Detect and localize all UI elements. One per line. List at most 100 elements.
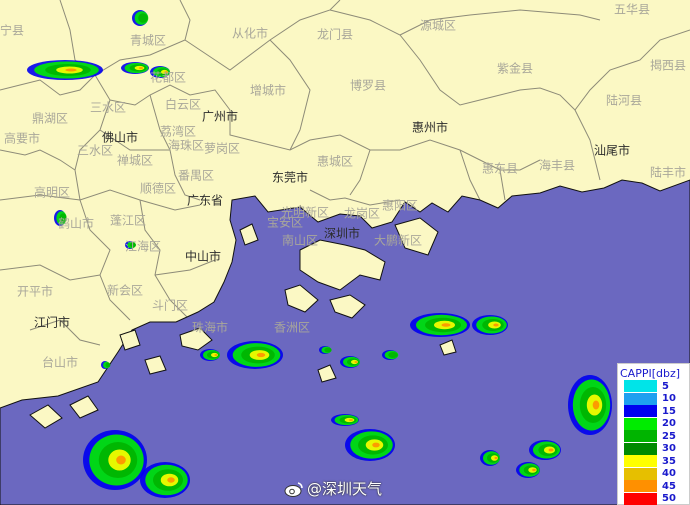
place-label: 源城区 <box>419 18 457 33</box>
echo-blob <box>164 71 168 73</box>
legend-title: CAPPI[dbz] <box>620 367 681 380</box>
legend-value: 50 <box>662 493 676 505</box>
legend-item: 10 <box>618 392 689 406</box>
legend-item: 15 <box>618 405 689 418</box>
echo-blob <box>372 442 380 448</box>
place-label: 宝安区 <box>266 215 304 230</box>
place-label: 从化市 <box>231 26 269 41</box>
echo-blob <box>65 68 77 72</box>
place-label: 珠海市 <box>191 320 229 335</box>
place-label: 花都区 <box>149 70 187 85</box>
place-label: 惠州市 <box>411 120 449 135</box>
dbz-legend: CAPPI[dbz] 5 10 15 20 25 30 35 40 45 50 <box>617 363 690 505</box>
echo-blob <box>354 361 358 363</box>
place-label: 三水区 <box>89 100 127 115</box>
place-label: 博罗县 <box>349 78 387 93</box>
place-label: 萝岗区 <box>203 141 241 156</box>
echo-blob <box>532 468 536 472</box>
place-label: 白云区 <box>164 97 202 112</box>
place-label: 开平市 <box>16 284 54 299</box>
echo-blob <box>494 456 498 460</box>
legend-swatch <box>624 380 657 393</box>
place-label: 青城区 <box>129 33 167 48</box>
echo-blob <box>324 347 332 353</box>
echo-blob <box>441 323 451 327</box>
legend-swatch <box>624 480 657 493</box>
legend-item: 5 <box>618 380 689 393</box>
place-label: 荔湾区 <box>159 124 197 139</box>
place-label: 惠东县 <box>481 161 519 176</box>
echo-blob <box>105 362 111 368</box>
place-label: 龙岗区 <box>343 206 381 221</box>
echo-blob <box>548 448 554 452</box>
place-label: 汕尾市 <box>593 143 631 158</box>
islands <box>29 217 457 429</box>
echo-blob <box>214 354 218 356</box>
place-label: 番禺区 <box>177 168 215 183</box>
echo-blob <box>592 400 600 410</box>
legend-item: 25 <box>618 430 689 443</box>
legend-swatch <box>624 467 657 480</box>
place-label: 惠城区 <box>316 154 354 169</box>
place-label: 龙门县 <box>316 27 354 42</box>
watermark-text: @深圳天气 <box>307 480 383 498</box>
place-label: 海丰县 <box>538 158 576 173</box>
place-label: 南山区 <box>281 233 319 248</box>
place-label: 三水区 <box>76 143 114 158</box>
legend-value: 45 <box>662 480 676 492</box>
legend-value: 5 <box>662 380 669 392</box>
place-label: 光明新区 <box>280 205 330 220</box>
place-label: 陆河县 <box>605 93 643 108</box>
place-label: 五华县 <box>613 2 651 17</box>
place-label: 宁县 <box>0 23 25 38</box>
place-label: 鹤山市 <box>57 216 95 231</box>
place-label: 深圳市 <box>323 226 361 241</box>
legend-swatch <box>624 455 657 468</box>
legend-swatch <box>624 417 657 430</box>
legend-item: 40 <box>618 467 689 481</box>
echo-blob <box>493 323 499 327</box>
legend-value: 40 <box>662 468 676 480</box>
place-label: 揭西县 <box>649 58 687 73</box>
place-label: 江海区 <box>124 239 162 254</box>
legend-swatch <box>624 442 657 455</box>
legend-swatch <box>624 492 657 505</box>
legend-value: 25 <box>662 430 676 442</box>
place-label: 高明区 <box>33 185 71 200</box>
place-label: 东莞市 <box>271 170 309 185</box>
place-label: 香洲区 <box>273 320 311 335</box>
place-label: 惠阳区 <box>381 198 419 213</box>
echo-blob <box>348 419 354 421</box>
echo-blob <box>256 352 266 358</box>
place-label: 新会区 <box>106 283 144 298</box>
place-label: 斗门区 <box>151 298 189 313</box>
legend-swatch <box>624 392 657 405</box>
echo-blob <box>388 352 398 358</box>
place-label: 大鹏新区 <box>373 233 423 248</box>
place-label: 紫金县 <box>496 61 534 76</box>
echo-blob <box>138 67 144 69</box>
legend-swatch <box>624 405 657 418</box>
legend-item: 45 <box>618 480 689 493</box>
weibo-icon <box>284 481 303 497</box>
legend-value: 35 <box>662 455 676 467</box>
place-label: 增城市 <box>249 83 287 98</box>
watermark: @深圳天气 <box>284 478 382 499</box>
place-label: 江门市 <box>33 315 71 330</box>
place-label: 佛山市 <box>101 130 139 145</box>
echo-blob <box>59 213 67 223</box>
sea <box>0 179 690 505</box>
legend-value: 20 <box>662 418 676 430</box>
place-label: 高要市 <box>3 131 41 146</box>
legend-value: 10 <box>662 393 676 405</box>
place-label: 海珠区 <box>167 138 205 153</box>
legend-value: 30 <box>662 443 676 455</box>
legend-item: 35 <box>618 455 689 468</box>
radar-echoes <box>27 10 612 498</box>
echo-blob <box>116 455 126 465</box>
place-label: 陆丰市 <box>649 165 687 180</box>
place-label: 顺德区 <box>139 181 177 196</box>
legend-item: 20 <box>618 417 689 431</box>
echo-blob <box>138 13 148 23</box>
